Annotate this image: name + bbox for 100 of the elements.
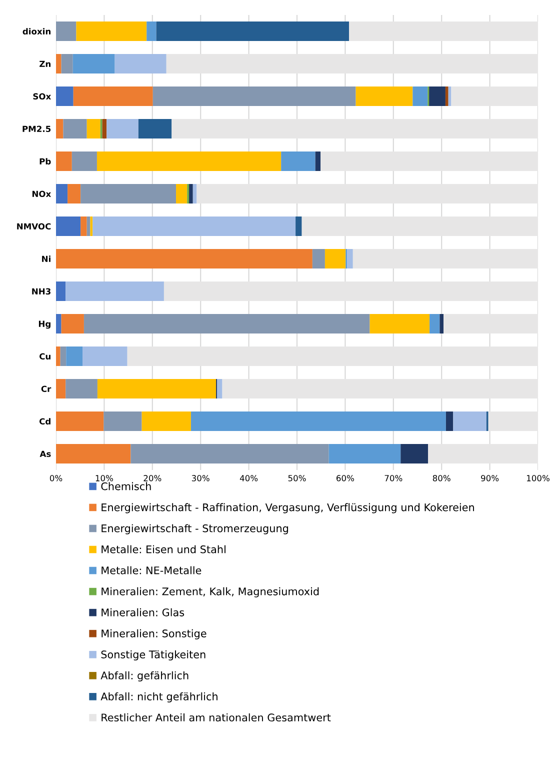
bar — [192, 184, 197, 204]
bar — [97, 379, 216, 398]
bar — [453, 412, 486, 431]
legend-label: Metalle: Eisen und Stahl — [102, 545, 226, 554]
bar — [56, 314, 62, 334]
x-tick-label: 30% — [192, 475, 210, 482]
bar — [56, 249, 312, 268]
bar — [56, 216, 81, 236]
bar — [72, 152, 97, 171]
bar — [146, 22, 156, 41]
bar — [430, 314, 440, 334]
bar — [92, 216, 296, 236]
bar — [66, 379, 98, 398]
bar — [451, 86, 538, 106]
bar — [370, 314, 430, 334]
y-tick-label: Cr — [41, 386, 52, 392]
legend-label: Sonstige Tätigkeiten — [101, 650, 206, 660]
legend-label: Mineralien: Sonstige — [102, 629, 206, 640]
x-tick-label: 90% — [481, 475, 499, 482]
bar — [114, 54, 166, 74]
bar — [72, 54, 115, 74]
bar — [138, 119, 172, 138]
y-tick-label: Cu — [40, 353, 50, 360]
bar — [56, 379, 66, 398]
x-tick-label: 20% — [144, 475, 162, 482]
legend-label: Abfall: gefährlich — [100, 671, 188, 682]
bar — [56, 22, 76, 41]
x-tick-label: 80% — [432, 475, 450, 482]
bar — [356, 86, 413, 106]
y-tick-label: NMVOC — [17, 223, 51, 230]
bar — [84, 314, 370, 334]
bar — [446, 412, 454, 431]
legend-label: Metalle: NE-Metalle — [102, 566, 202, 574]
bar — [190, 412, 446, 431]
bar — [106, 119, 138, 138]
bar — [347, 249, 353, 268]
bar — [130, 444, 329, 464]
y-tick-label: NH3 — [32, 288, 50, 295]
y-tick-label: Zn — [40, 60, 50, 67]
y-tick-label: dioxin — [22, 28, 50, 35]
legend-label: Mineralien: Glas — [102, 608, 184, 616]
y-tick-label: PM2.5 — [22, 126, 51, 132]
x-tick-label: 100% — [527, 475, 550, 482]
bar — [96, 152, 282, 171]
bar — [440, 314, 444, 334]
bar — [488, 412, 538, 431]
bar — [412, 86, 428, 106]
bar — [222, 379, 538, 398]
x-tick-label: 50% — [288, 475, 306, 482]
bar — [56, 412, 104, 431]
bar — [76, 22, 147, 41]
bar — [56, 54, 62, 74]
bar — [56, 152, 72, 171]
bar — [56, 282, 66, 301]
bar — [127, 346, 538, 366]
bar — [172, 119, 538, 138]
bar — [152, 86, 356, 106]
bar — [320, 152, 538, 171]
bar — [102, 119, 107, 138]
bar — [164, 282, 538, 301]
x-tick-label: 0% — [50, 475, 62, 482]
y-tick-label: Pb — [40, 158, 51, 165]
bar — [142, 412, 191, 431]
bar — [176, 184, 188, 204]
bar — [429, 86, 446, 106]
legend-label: Chemisch — [101, 482, 151, 490]
bar — [61, 54, 73, 74]
bar — [296, 216, 302, 236]
y-tick-label: SOx — [33, 93, 52, 100]
x-tick-label: 40% — [240, 475, 258, 482]
y-tick-label: Hg — [38, 320, 50, 329]
bar — [66, 282, 164, 301]
legend-label: Mineralien: Zement, Kalk, Magnesiumoxid — [102, 587, 319, 598]
x-tick-label: 10% — [96, 475, 113, 482]
legend-label: Energiewirtschaft - Raffination, Vergasung, Verflüssigung und Kokereien — [102, 503, 474, 514]
bar — [349, 22, 538, 41]
bar — [444, 314, 538, 334]
bar — [61, 314, 84, 334]
legend-label: Energiewirtschaft - Stromerzeugung — [102, 524, 288, 534]
bar — [73, 86, 153, 106]
y-tick-label: Cd — [39, 418, 50, 425]
y-tick-label: NOx — [32, 190, 52, 198]
legend-label: Restlicher Anteil am nationalen Gesamtwert — [102, 713, 331, 722]
bar — [56, 184, 68, 204]
x-tick-label: 60% — [336, 475, 354, 482]
bar — [328, 444, 401, 464]
bar — [56, 444, 131, 464]
bar — [352, 249, 538, 268]
bar — [56, 119, 64, 138]
x-tick-label: 70% — [384, 475, 402, 482]
bar — [80, 216, 87, 236]
bar — [189, 184, 193, 204]
bar — [196, 184, 538, 204]
bar — [400, 444, 428, 464]
bar — [445, 86, 448, 106]
bar — [312, 249, 325, 268]
bar — [315, 152, 321, 171]
bar — [166, 54, 538, 74]
y-tick-label: As — [40, 450, 51, 458]
bar — [60, 346, 66, 366]
